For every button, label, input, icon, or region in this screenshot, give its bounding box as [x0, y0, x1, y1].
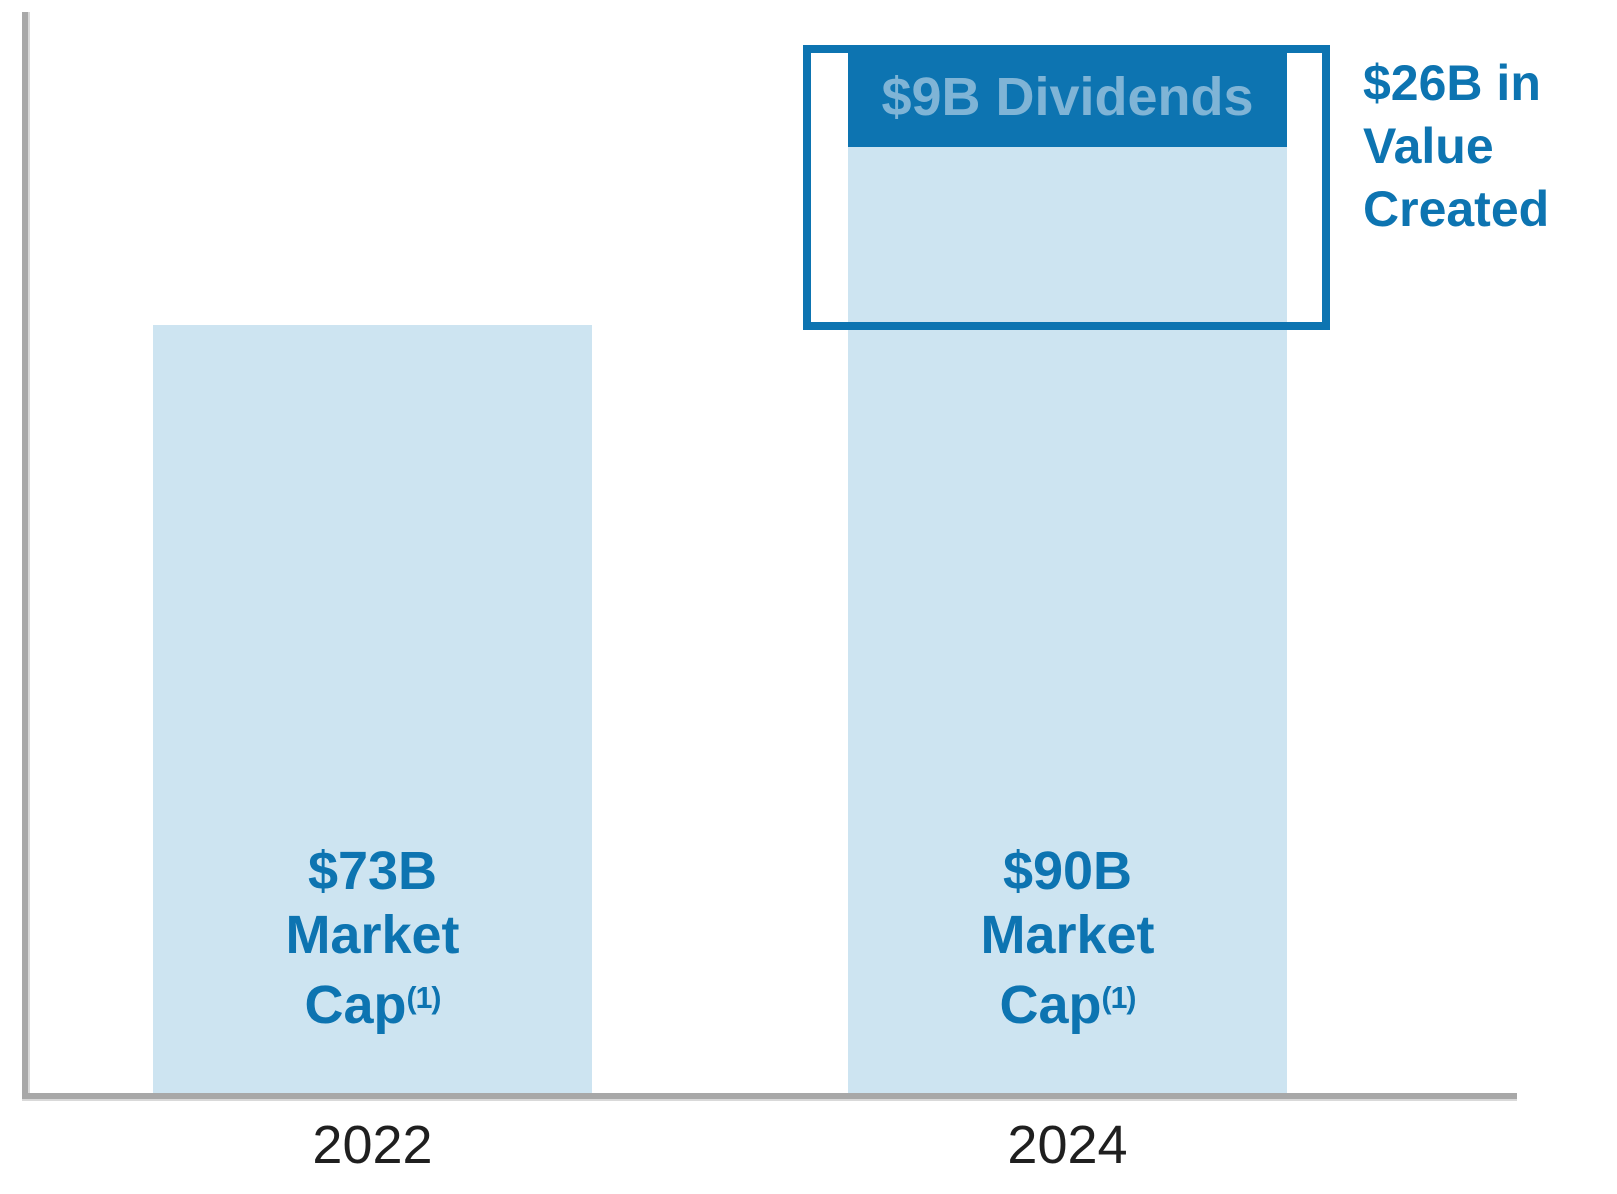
footnote-marker: (1) — [1101, 981, 1137, 1015]
bar-2024-value: $90B — [1002, 840, 1133, 901]
bar-label-2024: $90B Market Cap(1) — [848, 839, 1287, 1037]
annotation-line3: Created — [1363, 181, 1550, 237]
footnote-marker: (1) — [406, 981, 442, 1015]
bar-2022-label-line2: Market — [285, 904, 460, 965]
annotation-line2: Value — [1363, 118, 1494, 174]
bar-2022-label-line3: Cap(1) — [304, 975, 442, 1035]
bar-2024-market-cap: $9B Dividends $90B Market Cap(1) — [848, 47, 1287, 1093]
x-tick-2022: 2022 — [312, 1115, 433, 1175]
bar-label-2022: $73B Market Cap(1) — [153, 839, 592, 1037]
x-tick-2024: 2024 — [1007, 1115, 1128, 1175]
value-created-annotation: $26B in Value Created — [1363, 52, 1617, 241]
dividends-segment-label: $9B Dividends — [881, 67, 1254, 127]
bar-2024-dividends-segment: $9B Dividends — [848, 47, 1287, 147]
bar-2024-label-line2: Market — [980, 904, 1155, 965]
x-axis-line — [22, 1093, 1517, 1101]
bar-2022-market-cap: $73B Market Cap(1) — [153, 325, 592, 1093]
bar-2022-value: $73B — [307, 840, 438, 901]
value-created-bracket — [803, 45, 1330, 330]
y-axis-line — [22, 12, 30, 1101]
bar-2024-label-line3: Cap(1) — [999, 975, 1137, 1035]
annotation-line1: $26B in — [1363, 55, 1541, 111]
